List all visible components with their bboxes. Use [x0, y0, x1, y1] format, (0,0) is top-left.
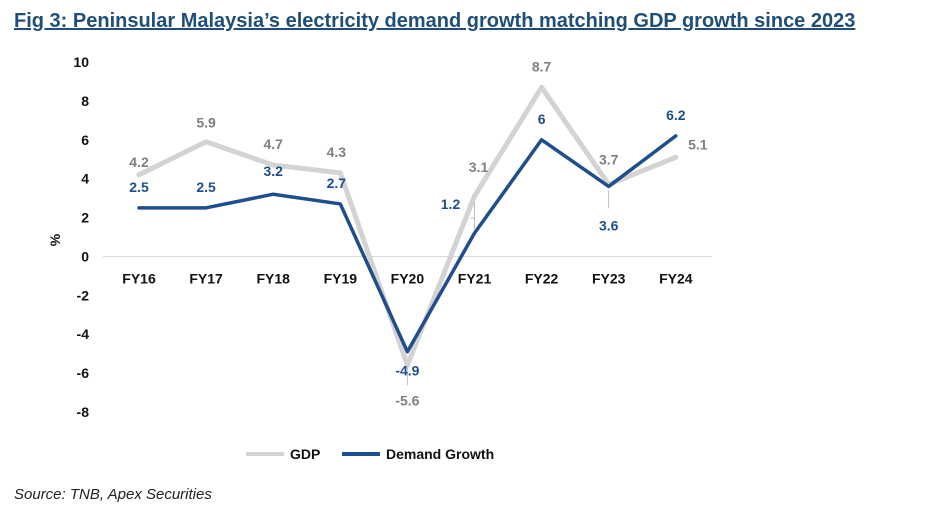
x-tick-label: FY22	[525, 270, 559, 286]
y-tick-label: -6	[77, 365, 90, 381]
y-tick-label: -4	[77, 326, 90, 342]
x-axis: FY16 FY17 FY18 FY19 FY20 FY21 FY22 FY23 FY24	[122, 270, 692, 286]
y-axis: 10 8 6 4 2 0 -2 -4 -6 -8	[73, 54, 89, 420]
data-label: 3.1	[469, 159, 489, 175]
data-label: -5.6	[395, 392, 419, 408]
y-tick-label: 0	[81, 248, 89, 264]
y-tick-label: -8	[77, 404, 90, 420]
x-tick-label: FY21	[458, 270, 492, 286]
source-note: Source: TNB, Apex Securities	[14, 486, 212, 503]
series-gdp	[136, 84, 679, 368]
y-tick-label: 4	[81, 171, 89, 187]
legend: GDP Demand Growth	[246, 446, 494, 462]
x-tick-label: FY23	[592, 270, 626, 286]
data-label: 3.6	[599, 217, 619, 233]
chart-title: Fig 3: Peninsular Malaysia’s electricity…	[14, 10, 856, 32]
data-label: 4.3	[327, 144, 347, 160]
y-tick-label: 2	[81, 210, 89, 226]
data-label: 5.1	[688, 136, 708, 152]
data-label: 4.2	[129, 154, 149, 170]
x-tick-label: FY20	[391, 270, 425, 286]
legend-label-gdp: GDP	[290, 446, 320, 462]
y-tick-label: -2	[77, 287, 90, 303]
data-label: 2.5	[129, 179, 149, 195]
y-tick-label: 8	[81, 93, 89, 109]
data-label: 2.7	[327, 175, 347, 191]
data-label: 2.5	[196, 179, 216, 195]
data-label: 8.7	[532, 58, 552, 74]
y-tick-label: 6	[81, 132, 89, 148]
x-tick-label: FY18	[256, 270, 290, 286]
data-label: 3.2	[263, 163, 283, 179]
data-label: 5.9	[196, 115, 216, 131]
data-label: -4.9	[395, 363, 419, 379]
series-demand-growth	[137, 134, 678, 354]
series-line	[136, 84, 679, 368]
data-label: 3.7	[599, 152, 619, 168]
x-tick-label: FY16	[122, 270, 156, 286]
data-labels: 4.2 5.9 4.7 4.3 -5.6 3.1 8.7 3.7 5.1 2.5 2.5 3.2 2.7…	[129, 58, 707, 408]
x-tick-label: FY19	[324, 270, 358, 286]
y-tick-label: 10	[73, 54, 89, 70]
x-tick-label: FY17	[189, 270, 223, 286]
x-tick-label: FY24	[659, 270, 693, 286]
data-label: 6	[538, 111, 546, 127]
data-label: 1.2	[441, 196, 461, 212]
data-label: 4.7	[263, 136, 283, 152]
data-label: 6.2	[666, 107, 686, 123]
legend-label-demand-growth: Demand Growth	[386, 446, 494, 462]
y-axis-label: %	[47, 233, 63, 246]
